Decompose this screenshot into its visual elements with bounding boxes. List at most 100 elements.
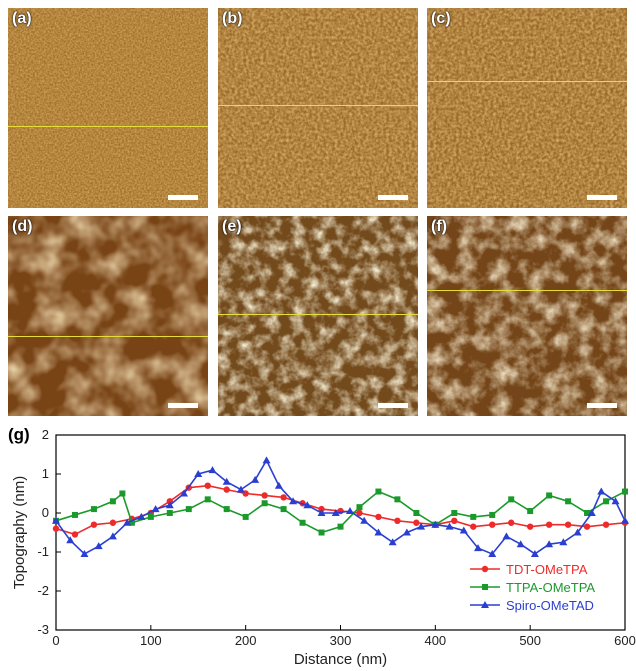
data-point xyxy=(583,523,591,530)
data-point xyxy=(451,517,458,524)
data-point xyxy=(564,521,572,528)
data-point xyxy=(108,532,117,540)
data-point xyxy=(52,525,60,532)
data-point xyxy=(204,496,211,503)
data-point xyxy=(611,497,620,505)
data-point xyxy=(621,516,629,524)
data-point xyxy=(119,490,126,497)
legend-label: TTPA-OMeTPA xyxy=(506,580,595,595)
y-tick-label: -1 xyxy=(37,544,49,559)
data-point xyxy=(474,544,483,552)
afm-panel-c: (c) xyxy=(427,8,627,208)
data-point xyxy=(587,509,596,516)
data-point xyxy=(360,516,369,524)
line-profile xyxy=(427,81,627,82)
data-point xyxy=(470,523,477,530)
data-point xyxy=(545,521,553,528)
legend-label: Spiro-OMeTAD xyxy=(506,598,594,613)
data-point xyxy=(90,521,98,528)
afm-panel-a: (a) xyxy=(8,8,208,208)
scale-bar xyxy=(378,403,408,408)
data-point xyxy=(90,506,97,513)
data-point xyxy=(603,498,610,505)
data-point xyxy=(508,496,515,503)
y-tick-label: 2 xyxy=(42,427,49,442)
data-point xyxy=(375,513,382,521)
data-point xyxy=(459,526,468,534)
data-point xyxy=(413,519,420,526)
data-point xyxy=(622,488,628,495)
afm-image xyxy=(427,8,627,208)
panel-label: (d) xyxy=(12,218,33,235)
data-point xyxy=(402,528,411,536)
data-point xyxy=(128,519,135,526)
data-point xyxy=(318,529,325,536)
data-point xyxy=(597,487,606,495)
data-point xyxy=(526,523,534,530)
scale-bar xyxy=(587,403,617,408)
scale-bar xyxy=(168,403,198,408)
data-point xyxy=(303,501,312,509)
data-point xyxy=(502,532,511,540)
x-tick-label: 500 xyxy=(519,633,541,648)
data-point xyxy=(527,508,534,515)
data-point xyxy=(251,475,260,483)
data-point xyxy=(151,505,160,513)
data-point xyxy=(445,522,454,530)
data-point xyxy=(345,507,354,515)
data-point xyxy=(208,466,217,474)
data-point xyxy=(545,540,554,548)
data-point xyxy=(488,549,497,557)
data-point xyxy=(80,549,89,557)
data-point xyxy=(299,519,306,526)
data-point xyxy=(137,512,146,520)
data-point xyxy=(280,494,287,501)
data-point xyxy=(394,496,401,503)
data-point xyxy=(52,516,60,524)
topography-chart: 0 100 200 300 400 500 600 -3 -2 -1 0 1 2 Distance (nm… xyxy=(11,427,636,668)
data-point xyxy=(431,520,440,528)
data-point xyxy=(109,519,117,526)
data-point xyxy=(71,531,79,538)
scale-bar xyxy=(168,195,198,200)
data-point xyxy=(262,456,271,464)
y-tick-label: -3 xyxy=(37,622,49,637)
afm-image xyxy=(218,8,418,208)
x-tick-label: 0 xyxy=(52,633,59,648)
data-point xyxy=(530,549,539,557)
line-profile xyxy=(218,105,418,106)
scale-bar xyxy=(378,195,408,200)
data-point xyxy=(565,498,572,505)
data-point xyxy=(388,538,397,546)
afm-image xyxy=(427,216,627,416)
chart-panel-label: (g) xyxy=(8,425,30,444)
data-point xyxy=(331,509,340,516)
legend-marker xyxy=(481,601,489,608)
data-point xyxy=(222,477,231,485)
data-point xyxy=(516,540,525,548)
data-point xyxy=(584,510,591,516)
data-point xyxy=(489,511,496,518)
line-profile xyxy=(218,314,418,315)
line-profile xyxy=(427,290,627,291)
data-point xyxy=(109,498,116,505)
x-tick-label: 400 xyxy=(424,633,446,648)
panel-label: (b) xyxy=(222,10,243,27)
data-point xyxy=(470,513,477,520)
data-point xyxy=(289,497,298,505)
afm-panel-b: (b) xyxy=(218,8,418,208)
x-tick-label: 600 xyxy=(614,633,636,648)
panel-label: (c) xyxy=(431,10,451,27)
data-point xyxy=(489,521,496,528)
data-point xyxy=(261,492,268,499)
data-point xyxy=(123,518,132,526)
data-point xyxy=(242,513,249,520)
data-point xyxy=(508,519,515,526)
data-point xyxy=(147,513,154,520)
line-profile xyxy=(8,126,208,127)
data-point xyxy=(180,489,189,497)
x-tick-label: 300 xyxy=(330,633,352,648)
data-point xyxy=(374,528,383,536)
afm-image xyxy=(8,8,208,208)
afm-panel-f: (f) xyxy=(427,216,627,416)
